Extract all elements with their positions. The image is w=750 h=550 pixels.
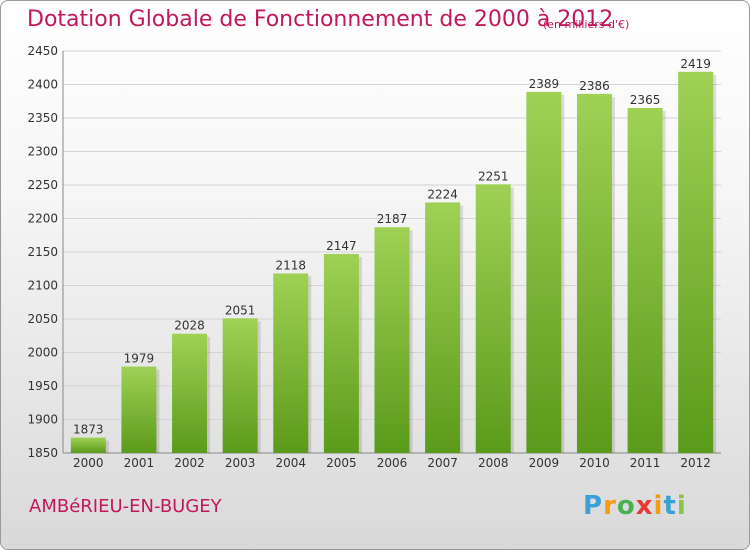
data-label: 2419 xyxy=(680,57,711,71)
x-tick-label: 2001 xyxy=(124,456,155,470)
logo-letter: x xyxy=(635,491,654,521)
y-tick-label: 2200 xyxy=(27,212,58,226)
logo-letter: t xyxy=(663,491,677,521)
data-label: 2051 xyxy=(225,303,256,317)
bar-2003 xyxy=(222,318,258,453)
x-tick-label: 2006 xyxy=(377,456,408,470)
x-tick-label: 2000 xyxy=(73,456,104,470)
x-tick-label: 2005 xyxy=(326,456,357,470)
bar-2002 xyxy=(172,333,208,453)
bars xyxy=(70,71,717,454)
chart-title: Dotation Globale de Fonctionnement de 20… xyxy=(27,7,614,32)
data-label: 2365 xyxy=(630,93,661,107)
data-label: 1979 xyxy=(124,352,155,366)
data-label: 2251 xyxy=(478,169,509,183)
x-tick-label: 2004 xyxy=(275,456,306,470)
x-axis-ticks: 2000 2001 2002 2003 2004 2005 2006 2007 2008 2009… xyxy=(73,456,711,470)
y-axis-ticks: 1850 1900 1950 2000 2050 2100 2150 2200 2250 2300… xyxy=(27,44,58,460)
units-label: (en milliers d'€) xyxy=(543,18,630,31)
data-label: 2118 xyxy=(275,258,306,272)
x-tick-label: 2007 xyxy=(427,456,458,470)
data-label: 2389 xyxy=(529,77,560,91)
y-tick-label: 2300 xyxy=(27,145,58,159)
y-tick-label: 2400 xyxy=(27,78,58,92)
y-tick-label: 2250 xyxy=(27,178,58,192)
y-tick-label: 2100 xyxy=(27,279,58,293)
logo-letter: P xyxy=(583,491,604,521)
y-tick-label: 2450 xyxy=(27,44,58,58)
logo-letter: i xyxy=(676,491,687,521)
bar-2011 xyxy=(627,107,663,453)
y-tick-label: 2350 xyxy=(27,111,58,125)
x-tick-label: 2011 xyxy=(630,456,661,470)
data-label: 2028 xyxy=(174,319,205,333)
proxiti-logo: Proxiti xyxy=(583,491,687,521)
y-tick-label: 2000 xyxy=(27,346,58,360)
data-label: 1873 xyxy=(73,423,104,437)
bar-2001 xyxy=(121,366,157,453)
commune-name: AMBéRIEU-EN-BUGEY xyxy=(29,496,222,517)
bar-2000 xyxy=(70,437,106,453)
bar-2006 xyxy=(374,227,410,453)
bar-2005 xyxy=(323,254,359,453)
bar-2008 xyxy=(475,184,511,453)
data-labels: 1873 1979 2028 2051 2118 2147 2187 2224 2251 2389… xyxy=(73,57,711,437)
x-tick-label: 2008 xyxy=(478,456,509,470)
bar-2012 xyxy=(678,71,714,454)
y-tick-label: 1900 xyxy=(27,413,58,427)
y-tick-label: 2150 xyxy=(27,245,58,259)
logo-letter: o xyxy=(616,491,636,521)
data-label: 2224 xyxy=(427,187,458,201)
bar-2007 xyxy=(425,202,461,453)
y-tick-label: 2050 xyxy=(27,312,58,326)
y-tick-label: 1950 xyxy=(27,379,58,393)
x-tick-label: 2012 xyxy=(680,456,711,470)
data-label: 2147 xyxy=(326,239,357,253)
x-tick-label: 2009 xyxy=(529,456,560,470)
y-tick-label: 1850 xyxy=(27,446,58,460)
data-label: 2187 xyxy=(377,212,408,226)
bar-2004 xyxy=(273,273,309,453)
x-tick-label: 2003 xyxy=(225,456,256,470)
data-label: 2386 xyxy=(579,79,610,93)
logo-letter: r xyxy=(603,491,617,521)
logo-letter: i xyxy=(653,491,664,521)
bar-chart: 1850 1900 1950 2000 2050 2100 2150 2200 2250 2300… xyxy=(27,44,721,470)
bar-2010 xyxy=(576,93,612,453)
x-tick-label: 2010 xyxy=(579,456,610,470)
x-tick-label: 2002 xyxy=(174,456,205,470)
bar-2009 xyxy=(526,91,562,454)
